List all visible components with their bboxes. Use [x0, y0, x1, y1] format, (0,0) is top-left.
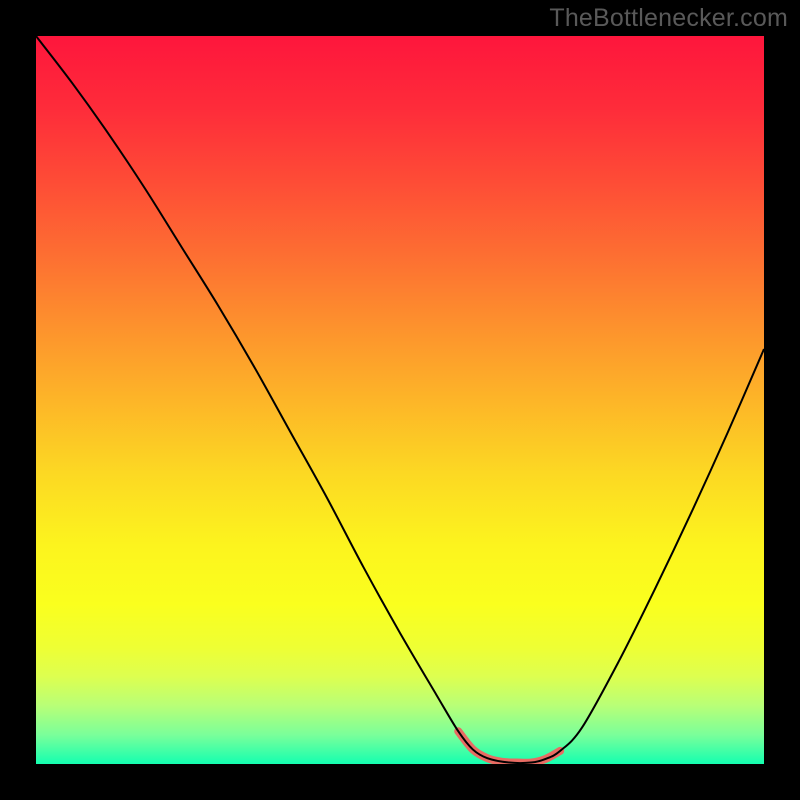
- valley-marker: [458, 731, 560, 763]
- chart-frame: TheBottlenecker.com: [0, 0, 800, 800]
- chart-canvas: [0, 0, 800, 800]
- bottleneck-curve: [36, 36, 764, 763]
